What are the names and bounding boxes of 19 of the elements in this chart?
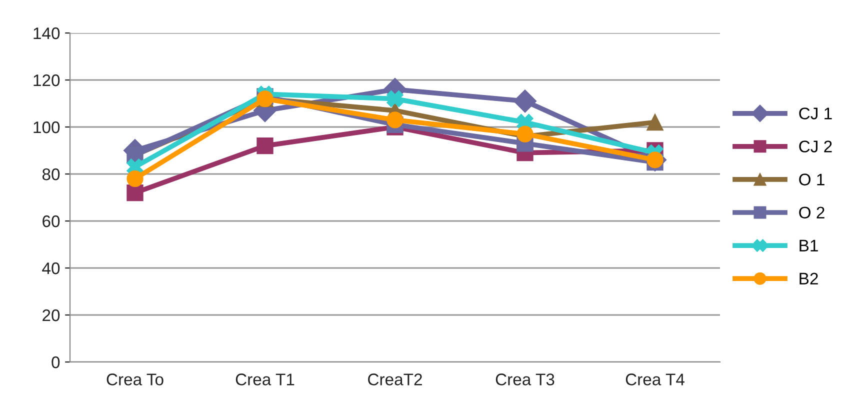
legend-label: CJ 2 xyxy=(799,140,832,152)
y-tick-label: 40 xyxy=(42,262,60,274)
x-tick-label: Crea T1 xyxy=(236,374,294,386)
x-tick-label: Crea T3 xyxy=(496,374,554,386)
y-tick-label: 100 xyxy=(34,121,60,134)
y-tick-label: 60 xyxy=(42,215,60,228)
legend-label: CJ 1 xyxy=(799,108,832,120)
y-tick-label: 0 xyxy=(52,356,60,368)
y-tick-label: 80 xyxy=(42,168,60,180)
legend-label: O 1 xyxy=(799,174,824,186)
x-tick-label: CreaT2 xyxy=(368,374,422,386)
legend-label: B1 xyxy=(800,240,818,252)
y-tick-label: 20 xyxy=(42,309,60,322)
y-tick-label: 140 xyxy=(34,27,60,40)
y-tick-label: 120 xyxy=(34,74,60,86)
x-tick-label: Crea To xyxy=(106,374,164,386)
x-tick-label: Crea T4 xyxy=(626,374,684,386)
legend-label: B2 xyxy=(800,272,818,284)
legend-label: O 2 xyxy=(799,206,824,218)
